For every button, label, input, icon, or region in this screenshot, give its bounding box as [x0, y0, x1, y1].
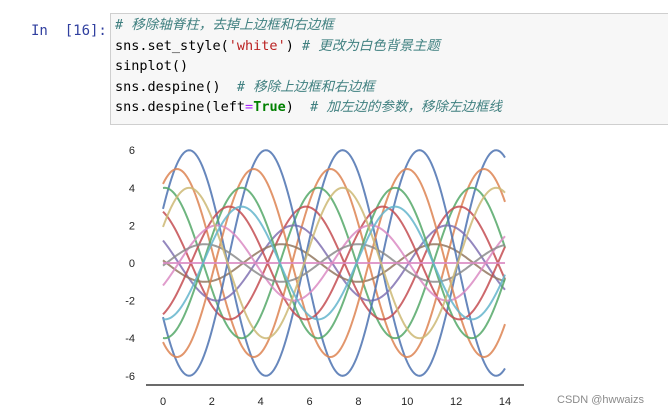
y-tick-label: 0 [129, 258, 135, 270]
cell-prompt: In [16]: [31, 23, 107, 39]
x-tick-label: 4 [258, 396, 264, 408]
series-line [162, 243, 506, 283]
x-tick-label: 14 [499, 396, 511, 408]
series-line [162, 186, 506, 340]
y-tick-labels: 6 4 2 0 -2 -4 -6 [125, 145, 135, 383]
y-tick-label: 2 [129, 220, 135, 232]
series-line [162, 205, 506, 321]
y-tick-label: -6 [125, 371, 135, 383]
x-tick-label: 0 [160, 396, 166, 408]
code-editor[interactable]: # 移除轴脊柱，去掉上边框和右边框 sns.set_style('white') … [115, 15, 502, 118]
code-token: sns.despine() [115, 78, 237, 95]
code-token: ) [285, 37, 302, 54]
code-token: True [253, 99, 286, 115]
series-line [162, 167, 506, 359]
x-tick-label: 2 [209, 396, 215, 408]
code-line: sns.set_style('white') # 更改为白色背景主题 [115, 36, 502, 57]
y-tick-label: 6 [129, 145, 135, 157]
code-line: sns.despine(left=True) # 加左边的参数，移除左边框线 [115, 97, 502, 118]
code-token: = [245, 99, 254, 115]
code-token: sns.set_style( [115, 37, 229, 54]
x-tick-label: 10 [401, 396, 413, 408]
series-line [162, 243, 506, 283]
code-comment: # 移除上边框和右边框 [236, 78, 375, 95]
x-tick-label: 8 [355, 396, 361, 408]
series-line [162, 205, 506, 321]
code-token: sinplot() [115, 58, 189, 74]
series-line [162, 167, 506, 359]
code-comment: # 加左边的参数，移除左边框线 [310, 99, 502, 115]
code-token: sns.despine(left [115, 99, 246, 115]
code-line: # 移除轴脊柱，去掉上边框和右边框 [115, 15, 502, 36]
code-line: sns.despine() # 移除上边框和右边框 [115, 77, 502, 98]
x-tick-label: 6 [307, 396, 313, 408]
y-tick-label: -2 [125, 296, 135, 308]
code-comment: # 更改为白色背景主题 [301, 37, 440, 54]
x-tick-labels: 0 2 4 6 8 10 12 14 [160, 396, 511, 408]
series-line [162, 205, 506, 321]
watermark: CSDN @hwwaizs [557, 394, 644, 406]
y-tick-label: -4 [125, 333, 135, 345]
series-line [162, 149, 506, 377]
code-token: ) [285, 99, 311, 115]
code-line: sinplot() [115, 56, 502, 77]
y-tick-label: 4 [129, 183, 135, 195]
code-cell[interactable] [110, 13, 668, 125]
code-comment: # 移除轴脊柱，去掉上边框和右边框 [115, 17, 334, 33]
x-tick-label: 12 [450, 396, 462, 408]
chart-lines [162, 149, 506, 377]
code-token: 'white' [228, 37, 286, 54]
series-line [162, 186, 506, 340]
